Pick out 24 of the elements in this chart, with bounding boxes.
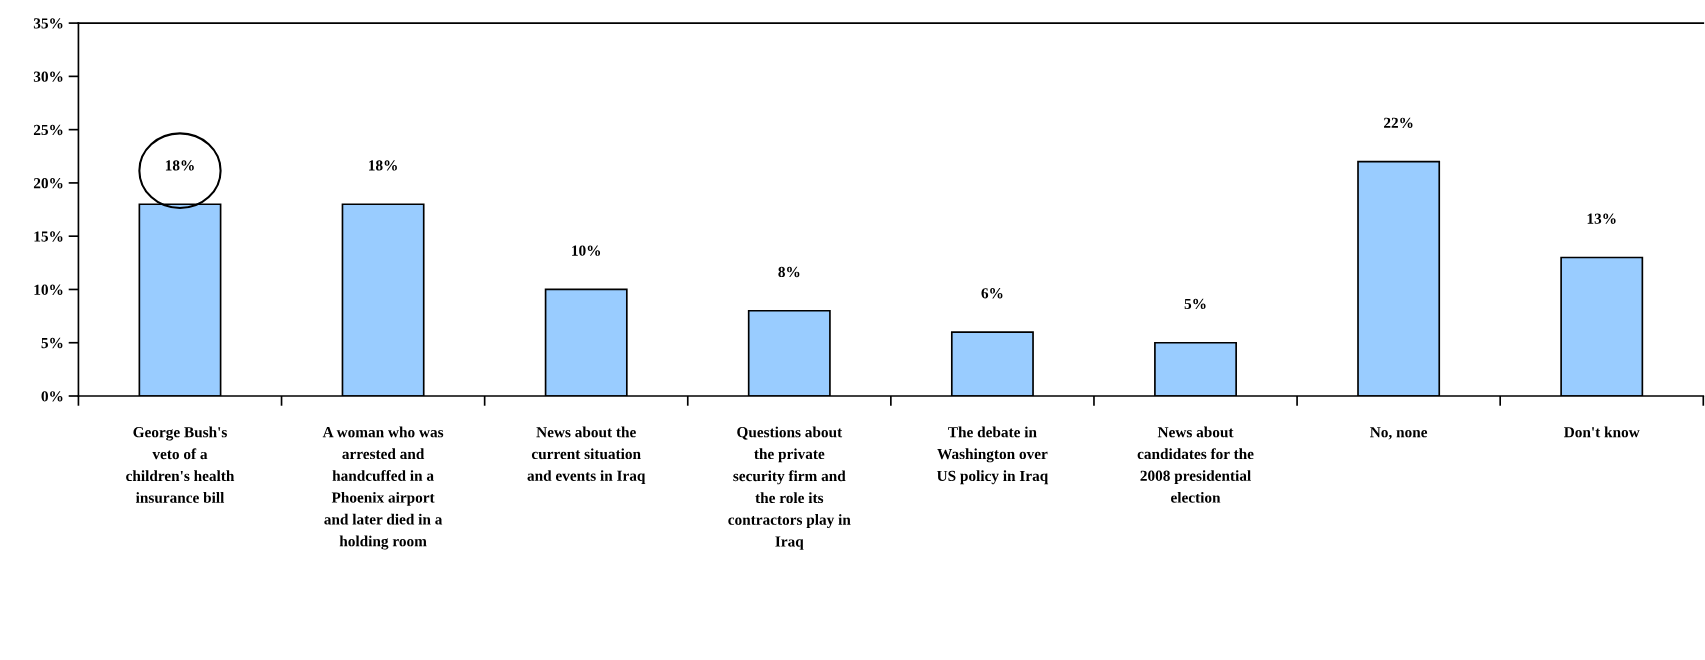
x-tick-label: News about candidates for the 2008 presidential election [1137, 426, 1254, 503]
data-label: 13% [1587, 213, 1616, 224]
data-label: 6% [981, 288, 1003, 299]
x-tick-label: A woman who was arrested and handcuffed in a Phoenix airport and later died in a holding room [322, 426, 444, 550]
y-tick-label: 10% [34, 284, 63, 295]
data-label: 10% [572, 245, 601, 256]
y-tick-label: 25% [33, 124, 63, 136]
y-tick-label: 30% [33, 71, 63, 82]
x-tick-label: No, none [1370, 427, 1428, 440]
y-tick-label: 35% [33, 18, 63, 29]
y-tick-label: 15% [34, 231, 63, 242]
data-label: 5% [1184, 298, 1206, 310]
y-tick-label: 0% [41, 391, 63, 402]
y-tick-label: 5% [41, 337, 63, 349]
data-label: 8% [778, 266, 800, 278]
y-tick-label: 20% [33, 178, 63, 189]
x-tick-label: News about the current situation and events in Iraq [527, 426, 646, 485]
data-label: 22% [1384, 117, 1413, 128]
data-label: 18% [165, 160, 194, 171]
x-tick-label: Questions about the private security firm and the role its contractors play in Iraq [728, 426, 851, 550]
data-label: 18% [369, 160, 397, 171]
x-tick-label: The debate in Washington over US policy in Iraq [936, 426, 1049, 485]
x-tick-label: George Bush's veto of a children's health insurance bill [126, 426, 235, 503]
x-tick-label: Don't know [1564, 426, 1640, 438]
